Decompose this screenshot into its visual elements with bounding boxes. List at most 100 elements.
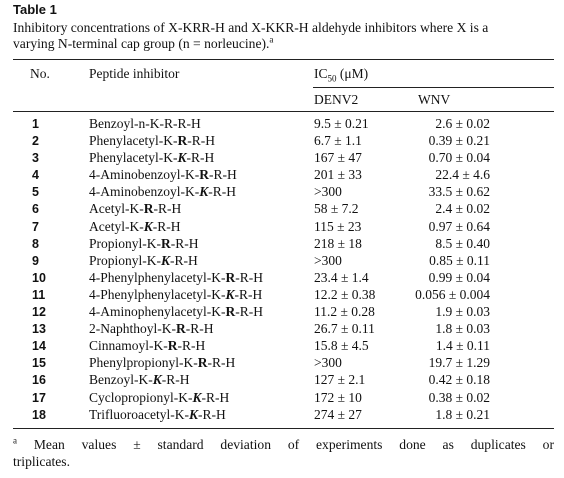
- ic50-subscript: 50: [327, 73, 337, 84]
- table-row: 10 4-Phenylphenylacetyl-K-R-R-H 23.4 ± 1.4…: [0, 270, 564, 287]
- caption-line-1: Inhibitory concentrations of X-KRR-H and…: [13, 20, 489, 35]
- table-row: 11 4-Phenylphenylacetyl-K-K-R-H 12.2 ± 0.3…: [0, 287, 564, 304]
- ic50-prefix: IC: [314, 66, 328, 81]
- header-ic50: IC50 (μM): [314, 66, 369, 84]
- denv2-value: 26.7 ± 0.11: [314, 321, 375, 337]
- table-row: 5 4-Aminobenzoyl-K-K-R-H >300 33.5 ± 0.62: [0, 184, 564, 201]
- row-number: 17: [32, 390, 46, 405]
- header-rule: [13, 111, 554, 112]
- peptide-tail: -R-H: [186, 150, 215, 166]
- peptide-tail: -R-H: [234, 286, 263, 302]
- footnote-text: Mean values ± standard deviation of expe…: [17, 437, 554, 452]
- peptide-name: 4-Aminophenylacetyl-K-R-R-H: [89, 304, 263, 320]
- peptide-name: 4-Phenylphenylacetyl-K-R-R-H: [89, 270, 263, 286]
- denv2-value: >300: [314, 252, 342, 268]
- wnv-value: 1.4 ± 0.11: [435, 338, 490, 354]
- peptide-tail: -R-H: [198, 406, 226, 422]
- ic50-unit: (μM): [336, 66, 369, 81]
- denv2-value: >300: [314, 184, 342, 200]
- peptide-tail: -R-H: [161, 372, 190, 388]
- header-no: No.: [30, 66, 50, 81]
- denv2-value: 115 ± 23: [314, 218, 362, 234]
- peptide-residue: K: [161, 252, 171, 268]
- denv2-value: >300: [314, 355, 342, 371]
- row-number: 2: [32, 134, 39, 149]
- footnote: a Mean values ± standard deviation of ex…: [13, 436, 554, 470]
- peptide-tail: -R-H: [201, 389, 230, 405]
- denv2-value: 23.4 ± 1.4: [314, 269, 369, 285]
- peptide-residue: R: [175, 321, 186, 337]
- peptide-cap: Cyclopropionyl-K-: [89, 389, 193, 405]
- table-row: 14 Cinnamoyl-K-R-R-H 15.8 ± 4.5 1.4 ± 0.11: [0, 338, 564, 355]
- denv2-value: 201 ± 33: [314, 167, 362, 183]
- peptide-tail: -R-H: [235, 269, 263, 285]
- peptide-name: Propionyl-K-R-R-H: [89, 236, 199, 252]
- row-number: 11: [32, 287, 46, 302]
- peptide-cap: 4-Phenylphenylacetyl-K-: [89, 286, 226, 302]
- peptide-residue: K: [192, 389, 202, 405]
- table-row: 7 Acetyl-K-K-R-H 115 ± 23 0.97 ± 0.64: [0, 219, 564, 236]
- peptide-cap: Acetyl-K-: [89, 201, 144, 217]
- peptide-cap: 4-Phenylphenylacetyl-K-: [89, 269, 226, 285]
- peptide-residue: R: [197, 355, 208, 371]
- peptide-tail: -R-H: [177, 338, 206, 354]
- peptide-cap: 2-Naphthoyl-K-: [89, 321, 176, 337]
- header-denv2: DENV2: [314, 92, 359, 107]
- peptide-residue: K: [152, 372, 162, 388]
- peptide-name: Phenylacetyl-K-R-R-H: [89, 133, 215, 149]
- wnv-value: 0.70 ± 0.04: [428, 150, 490, 166]
- table-row: 15 Phenylpropionyl-K-R-R-H >300 19.7 ± 1.29: [0, 355, 564, 372]
- peptide-name: Phenylacetyl-K-K-R-H: [89, 150, 214, 166]
- peptide-residue: K: [199, 184, 209, 200]
- table-row: 18 Trifluoroacetyl-K-K-R-H 274 ± 27 1.8 ± 0…: [0, 407, 564, 424]
- peptide-residue: R: [167, 338, 178, 354]
- peptide-name: 2-Naphthoyl-K-R-R-H: [89, 321, 213, 337]
- wnv-value: 19.7 ± 1.29: [428, 355, 490, 371]
- table-row: 2 Phenylacetyl-K-R-R-H 6.7 ± 1.1 0.39 ± 0.2…: [0, 133, 564, 150]
- denv2-value: 9.5 ± 0.21: [314, 116, 369, 131]
- peptide-residue: K: [177, 150, 187, 166]
- peptide-name: Phenylpropionyl-K-R-R-H: [89, 355, 235, 371]
- peptide-cap: Phenylpropionyl-K-: [89, 355, 198, 371]
- wnv-value: 2.4 ± 0.02: [435, 201, 490, 217]
- row-number: 15: [32, 356, 46, 371]
- peptide-residue: R: [143, 201, 154, 217]
- denv2-value: 218 ± 18: [314, 235, 362, 251]
- peptide-tail: -R-H: [185, 321, 214, 337]
- table-body: 1 Benzoyl-n-K-R-R-H 9.5 ± 0.21 2.6 ± 0.02 2 P…: [0, 116, 564, 424]
- wnv-value: 0.42 ± 0.18: [428, 372, 490, 388]
- row-number: 3: [32, 151, 39, 166]
- row-number: 1: [32, 117, 39, 131]
- table-row: 1 Benzoyl-n-K-R-R-H 9.5 ± 0.21 2.6 ± 0.02: [0, 116, 564, 133]
- peptide-residue: R: [161, 235, 171, 251]
- wnv-value: 0.38 ± 0.02: [428, 389, 490, 405]
- peptide-cap: Trifluoroacetyl-K-: [89, 406, 189, 422]
- peptide-name: Benzoyl-K-K-R-H: [89, 372, 190, 388]
- footnote-line-2: triplicates.: [13, 454, 70, 469]
- denv2-value: 6.7 ± 1.1: [314, 133, 362, 149]
- peptide-cap: Acetyl-K-: [89, 218, 144, 234]
- wnv-value: 0.99 ± 0.04: [428, 269, 490, 285]
- peptide-name: 4-Aminobenzoyl-K-R-R-H: [89, 167, 237, 183]
- wnv-value: 33.5 ± 0.62: [428, 184, 490, 200]
- row-number: 12: [32, 305, 46, 320]
- peptide-cap: 4-Aminobenzoyl-K-: [89, 184, 200, 200]
- wnv-value: 0.85 ± 0.11: [429, 252, 490, 268]
- table-row: 9 Propionyl-K-K-R-H >300 0.85 ± 0.11: [0, 253, 564, 270]
- peptide-name: Trifluoroacetyl-K-K-R-H: [89, 407, 226, 423]
- top-rule: [13, 59, 554, 61]
- caption-line-2: varying N-terminal cap group (n = norleu…: [13, 35, 553, 52]
- table-row: 4 4-Aminobenzoyl-K-R-R-H 201 ± 33 22.4 ± 4.…: [0, 167, 564, 184]
- wnv-value: 1.8 ± 0.21: [435, 406, 490, 422]
- table-row: 17 Cyclopropionyl-K-K-R-H 172 ± 10 0.38 ± 0…: [0, 390, 564, 407]
- wnv-value: 0.39 ± 0.21: [428, 133, 490, 149]
- peptide-name: 4-Phenylphenylacetyl-K-K-R-H: [89, 287, 262, 303]
- peptide-tail: -R-H: [153, 201, 182, 217]
- footnote-line-1: a Mean values ± standard deviation of ex…: [13, 436, 554, 453]
- denv2-value: 274 ± 27: [314, 406, 362, 422]
- peptide-cap: Propionyl-K-: [89, 235, 161, 251]
- peptide-name: Acetyl-K-K-R-H: [89, 219, 181, 235]
- table-row: 16 Benzoyl-K-K-R-H 127 ± 2.1 0.42 ± 0.18: [0, 372, 564, 389]
- peptide-name: Acetyl-K-R-R-H: [89, 201, 181, 217]
- row-number: 9: [32, 253, 39, 268]
